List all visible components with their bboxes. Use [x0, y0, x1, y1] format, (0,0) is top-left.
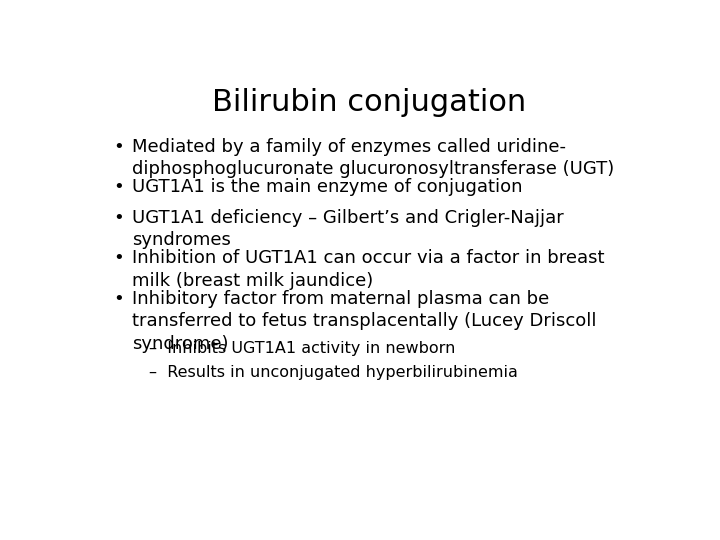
- Text: •: •: [114, 249, 124, 267]
- Text: Mediated by a family of enzymes called uridine-
diphosphoglucuronate glucuronosy: Mediated by a family of enzymes called u…: [132, 138, 614, 178]
- Text: Bilirubin conjugation: Bilirubin conjugation: [212, 87, 526, 117]
- Text: •: •: [114, 208, 124, 227]
- Text: UGT1A1 is the main enzyme of conjugation: UGT1A1 is the main enzyme of conjugation: [132, 178, 522, 197]
- Text: –  Inhibits UGT1A1 activity in newborn: – Inhibits UGT1A1 activity in newborn: [148, 341, 455, 356]
- Text: Inhibitory factor from maternal plasma can be
transferred to fetus transplacenta: Inhibitory factor from maternal plasma c…: [132, 290, 596, 353]
- Text: •: •: [114, 290, 124, 308]
- Text: –  Results in unconjugated hyperbilirubinemia: – Results in unconjugated hyperbilirubin…: [148, 365, 518, 380]
- Text: •: •: [114, 178, 124, 197]
- Text: Inhibition of UGT1A1 can occur via a factor in breast
milk (breast milk jaundice: Inhibition of UGT1A1 can occur via a fac…: [132, 249, 604, 289]
- Text: UGT1A1 deficiency – Gilbert’s and Crigler-Najjar
syndromes: UGT1A1 deficiency – Gilbert’s and Crigle…: [132, 208, 564, 249]
- Text: •: •: [114, 138, 124, 156]
